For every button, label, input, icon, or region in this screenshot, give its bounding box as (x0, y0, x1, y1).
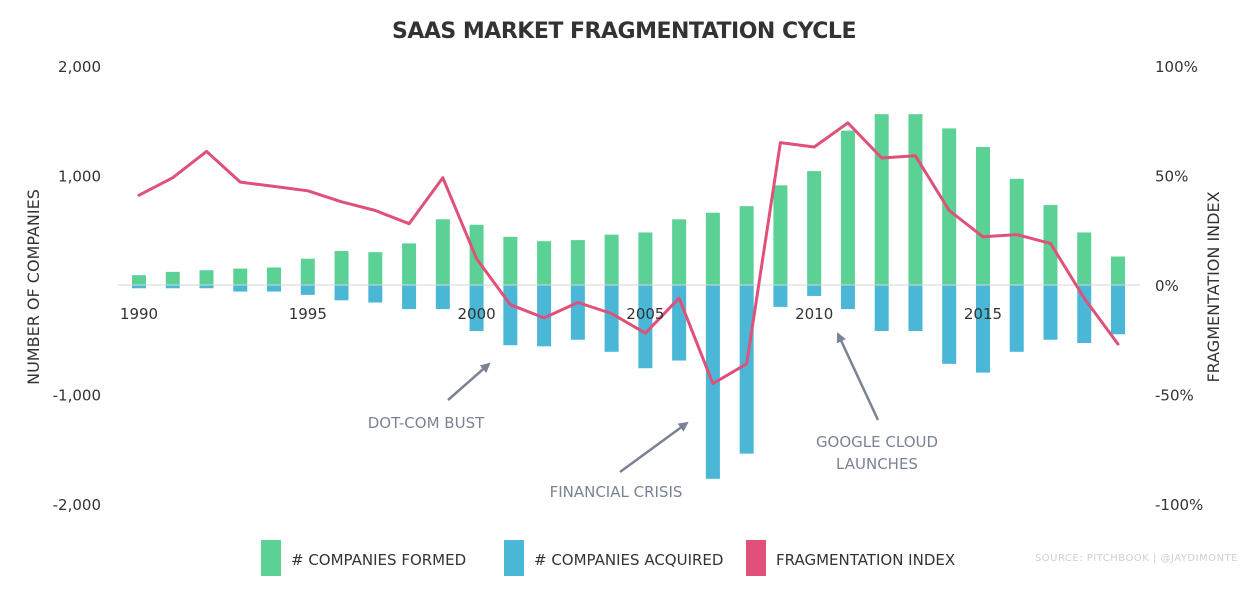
bar-formed-1997 (368, 252, 383, 285)
bar-acquired-1993 (233, 285, 248, 292)
bar-acquired-2015 (975, 285, 990, 373)
annotation-arrow (836, 332, 880, 421)
bar-formed-2008 (739, 206, 754, 285)
legend-label-index: FRAGMENTATION INDEX (776, 551, 955, 569)
bar-acquired-2003 (570, 285, 585, 340)
bar-acquired-1992 (199, 285, 214, 289)
bar-acquired-2006 (672, 285, 687, 361)
legend-label-acquired: # COMPANIES ACQUIRED (534, 551, 723, 569)
bar-formed-1993 (233, 268, 248, 285)
annotation-arrow (619, 421, 689, 474)
bar-acquired-2002 (537, 285, 552, 347)
y2-tick-label: -50% (1155, 387, 1194, 405)
bar-acquired-2012 (874, 285, 889, 331)
bar-acquired-2004 (604, 285, 619, 352)
bar-formed-1994 (267, 267, 282, 285)
bar-formed-2006 (672, 219, 687, 285)
right-axis-ticks: -100% -50% 0% 50% 100% (1155, 58, 1203, 514)
bar-formed-1990 (132, 275, 146, 285)
source-credit: SOURCE: PITCHBOOK | @JAYDIMONTE (1035, 553, 1238, 564)
y2-tick-label: 0% (1155, 277, 1179, 295)
bar-formed-2010 (807, 171, 822, 285)
bar-formed-2019 (1111, 256, 1125, 285)
bar-acquired-1994 (267, 285, 282, 292)
fragmentation-index-line (137, 121, 1120, 386)
bar-acquired-1998 (402, 285, 417, 310)
annotation-label: GOOGLE CLOUD LAUNCHES (816, 433, 938, 473)
bar-formed-2012 (874, 114, 889, 286)
x-tick-label: 2005 (626, 305, 664, 323)
bar-acquired-2008 (739, 285, 754, 454)
x-tick-label: 2015 (964, 305, 1002, 323)
legend: # COMPANIES FORMED # COMPANIES ACQUIRED … (261, 540, 955, 576)
x-tick-label: 2000 (457, 305, 495, 323)
bar-formed-2002 (537, 241, 552, 285)
bar-acquired-2013 (908, 285, 923, 331)
bar-formed-2009 (773, 185, 788, 285)
bar-formed-1995 (300, 258, 315, 285)
bar-acquired-2019 (1111, 285, 1125, 335)
bar-acquired-1995 (300, 285, 315, 295)
legend-swatch-formed (261, 540, 281, 576)
bar-formed-2016 (1009, 178, 1024, 285)
bar-acquired-1990 (132, 285, 146, 289)
bar-formed-2003 (570, 240, 585, 285)
bar-formed-2004 (604, 234, 619, 285)
annotation-label: FINANCIAL CRISIS (550, 483, 683, 501)
y-tick-label: -2,000 (53, 496, 101, 514)
legend-label-formed: # COMPANIES FORMED (291, 551, 466, 569)
bar-formed-1998 (402, 243, 417, 285)
y2-tick-label: 50% (1155, 168, 1188, 186)
x-tick-label: 2010 (795, 305, 833, 323)
x-tick-label: 1990 (120, 305, 158, 323)
bar-formed-2001 (503, 236, 518, 285)
right-axis-title: FRAGMENTATION INDEX (1204, 191, 1223, 382)
bar-formed-1992 (199, 270, 214, 285)
bar-acquired-2009 (773, 285, 788, 307)
bar-formed-1996 (334, 251, 349, 285)
y2-tick-label: -100% (1155, 496, 1203, 514)
bar-formed-2005 (638, 232, 653, 285)
bar-acquired-1996 (334, 285, 349, 301)
bars-layer (132, 114, 1125, 479)
legend-swatch-index (746, 540, 766, 576)
bar-formed-1991 (165, 271, 180, 285)
bar-formed-2015 (975, 147, 990, 285)
bar-formed-2013 (908, 114, 923, 286)
chart-title: SAAS MARKET FRAGMENTATION CYCLE (392, 19, 856, 44)
y2-tick-label: 100% (1155, 58, 1198, 76)
annotations-layer: DOT-COM BUST FINANCIAL CRISIS GOOGLE CLOUD… (368, 332, 938, 501)
bar-formed-2007 (705, 212, 720, 285)
annotation-label: DOT-COM BUST (368, 414, 485, 432)
y-tick-label: 2,000 (58, 58, 101, 76)
bar-formed-1999 (435, 219, 450, 285)
annotation-arrow (447, 362, 491, 401)
left-axis-title: NUMBER OF COMPANIES (24, 189, 43, 385)
left-axis-ticks: -2,000 -1,000 1,000 2,000 (53, 58, 101, 514)
bar-acquired-2010 (807, 285, 822, 296)
bar-acquired-2018 (1077, 285, 1092, 344)
bar-acquired-1997 (368, 285, 383, 303)
bar-acquired-1991 (165, 285, 180, 289)
x-axis-ticks: 1990 1995 2000 2005 2010 2015 (120, 305, 1002, 323)
legend-swatch-acquired (504, 540, 524, 576)
y-tick-label: 1,000 (58, 168, 101, 186)
bar-formed-2011 (840, 130, 855, 285)
bar-acquired-2011 (840, 285, 855, 310)
bar-acquired-2017 (1043, 285, 1058, 340)
bar-acquired-2005 (638, 285, 653, 369)
bar-formed-2014 (942, 128, 957, 285)
bar-acquired-2014 (942, 285, 957, 364)
bar-acquired-1999 (435, 285, 450, 310)
bar-acquired-2001 (503, 285, 518, 346)
bar-formed-2018 (1077, 232, 1092, 285)
x-tick-label: 1995 (289, 305, 327, 323)
bar-acquired-2016 (1009, 285, 1024, 352)
bar-acquired-2000 (469, 285, 484, 331)
y-tick-label: -1,000 (53, 387, 101, 405)
